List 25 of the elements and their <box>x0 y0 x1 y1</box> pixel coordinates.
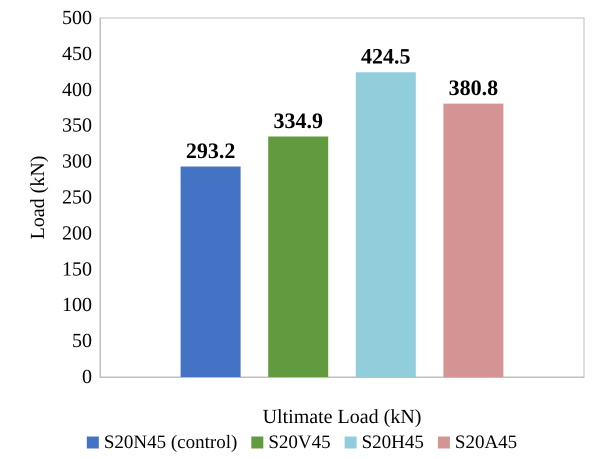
y-tick-label: 100 <box>62 294 92 316</box>
y-tick-label: 500 <box>62 7 92 29</box>
bar <box>443 104 504 377</box>
y-tick-label: 200 <box>62 222 92 244</box>
y-axis-title: Load (kN) <box>27 156 49 240</box>
bar <box>356 72 416 377</box>
data-label: 334.9 <box>273 108 323 134</box>
y-tick-label: 300 <box>62 150 92 173</box>
y-tick-label: 400 <box>62 78 92 101</box>
legend-label: S20H45 <box>362 432 424 453</box>
y-tick-label: 350 <box>62 114 92 137</box>
data-label: 293.2 <box>186 138 236 163</box>
y-tick-label: 250 <box>62 186 92 208</box>
legend-label: S20N45 (control) <box>104 432 238 453</box>
y-tick-label: 50 <box>72 330 92 352</box>
legend-label: S20V45 <box>268 432 331 453</box>
legend-label: S20A45 <box>454 432 518 453</box>
x-axis-title: Ultimate Load (kN) <box>262 406 422 428</box>
y-tick-label: 450 <box>62 42 92 65</box>
data-label: 424.5 <box>361 44 411 69</box>
y-tick-label: 0 <box>82 366 92 388</box>
data-label: 380.8 <box>448 75 498 100</box>
bar <box>180 166 241 377</box>
y-tick-label: 150 <box>62 258 92 280</box>
bar <box>268 136 328 377</box>
